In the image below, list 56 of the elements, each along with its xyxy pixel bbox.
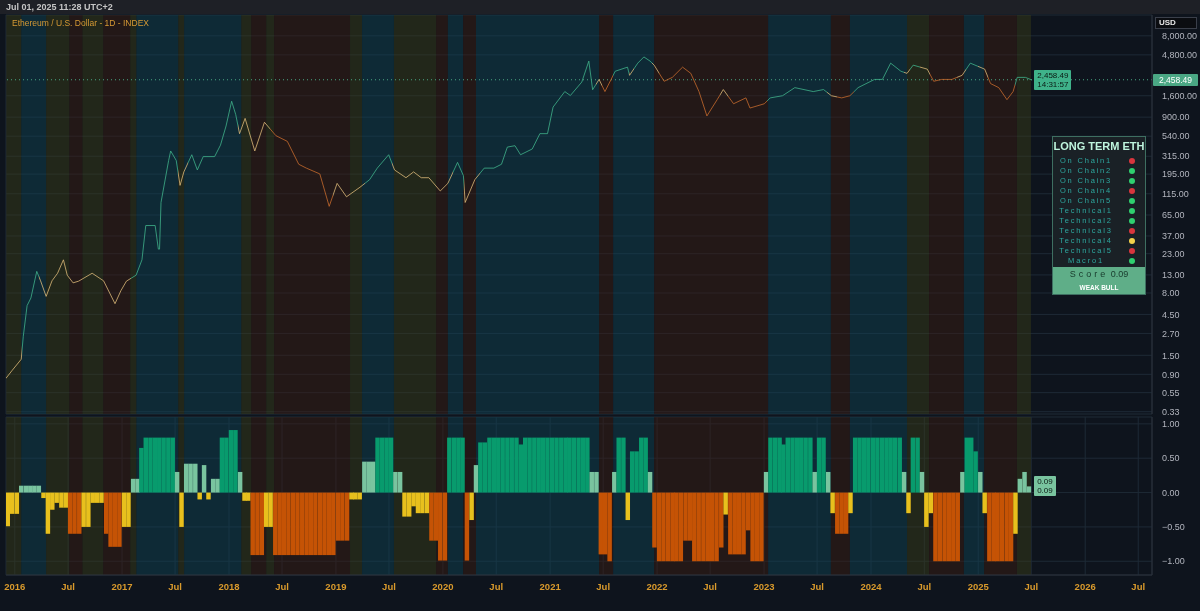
y-tick-label: 0.50 (1162, 453, 1180, 464)
x-tick-label: Jul (596, 580, 611, 592)
y-tick-label: 195.00 (1162, 169, 1190, 180)
x-tick-label: Jul (917, 580, 932, 592)
x-tick-label: 2019 (325, 580, 347, 592)
annotation: 2,458.49 (1037, 70, 1069, 80)
y-tick-label: 1.00 (1162, 419, 1180, 430)
chart-title: Ethereum / U.S. Dollar - 1D - INDEX (12, 18, 149, 28)
y-tick-label: 8,000.00 (1162, 31, 1198, 42)
annotation: Score 0.09 (1069, 269, 1129, 279)
text: LONG TERM ETH (1053, 140, 1145, 152)
y-tick-label: 0.90 (1162, 369, 1180, 380)
y-tick-label: 540.00 (1162, 131, 1190, 142)
y-tick-label: −0.50 (1162, 522, 1185, 533)
x-tick-label: Jul (382, 580, 396, 592)
text: Jul 01, 2025 11:28 UTC+2 (6, 2, 113, 12)
y-tick-label: 115.00 (1162, 188, 1189, 199)
ref-line-label: 2,458.49 (1158, 74, 1193, 85)
y-tick-label: 900.00 (1162, 112, 1190, 123)
x-tick-label: 2022 (646, 580, 668, 592)
x-tick-label: 2023 (753, 580, 775, 592)
x-tick-label: Jul (489, 580, 504, 592)
x-tick-label: 2025 (967, 580, 990, 592)
x-tick-label: Jul (168, 580, 182, 592)
x-tick-label: Jul (1024, 580, 1039, 592)
y-tick-label: 1,600.00 (1162, 90, 1198, 101)
y-tick-label: 23.00 (1162, 248, 1185, 259)
y-tick-label: 65.00 (1162, 210, 1185, 221)
y-tick-label: 0.33 (1162, 406, 1180, 417)
y-axis-title: USD (1159, 18, 1176, 27)
y-tick-label: 0.00 (1162, 487, 1180, 498)
x-tick-label: 2017 (111, 580, 133, 592)
y-tick-label: −1.00 (1162, 556, 1185, 567)
y-tick-label: 4,800.00 (1162, 50, 1198, 61)
y-tick-label: 315.00 (1162, 151, 1190, 162)
y-tick-label: 2.70 (1162, 328, 1180, 339)
x-tick-label: 2018 (218, 580, 240, 592)
y-tick-label: 4.50 (1162, 309, 1180, 320)
x-tick-label: 2024 (860, 580, 883, 592)
x-tick-label: Jul (61, 580, 75, 592)
y-tick-label: 0.55 (1162, 387, 1180, 398)
x-tick-label: Jul (810, 580, 824, 592)
x-tick-label: Jul (703, 580, 717, 592)
y-tick-label: 8.00 (1162, 288, 1180, 299)
x-tick-label: 2016 (4, 580, 26, 592)
annotation: 0.09 (1037, 477, 1053, 487)
x-tick-label: Jul (275, 580, 289, 592)
x-tick-label: 2020 (432, 580, 454, 592)
y-tick-label: 37.00 (1162, 231, 1185, 242)
x-tick-label: 2026 (1074, 580, 1096, 592)
x-tick-label: 2021 (539, 580, 562, 592)
annotation: 14:31:57 (1037, 79, 1069, 89)
x-tick-label: Jul (1131, 580, 1146, 592)
annotation: 0.09 (1037, 486, 1053, 496)
y-tick-label: 13.00 (1162, 270, 1185, 281)
y-tick-label: 1.50 (1162, 350, 1180, 361)
